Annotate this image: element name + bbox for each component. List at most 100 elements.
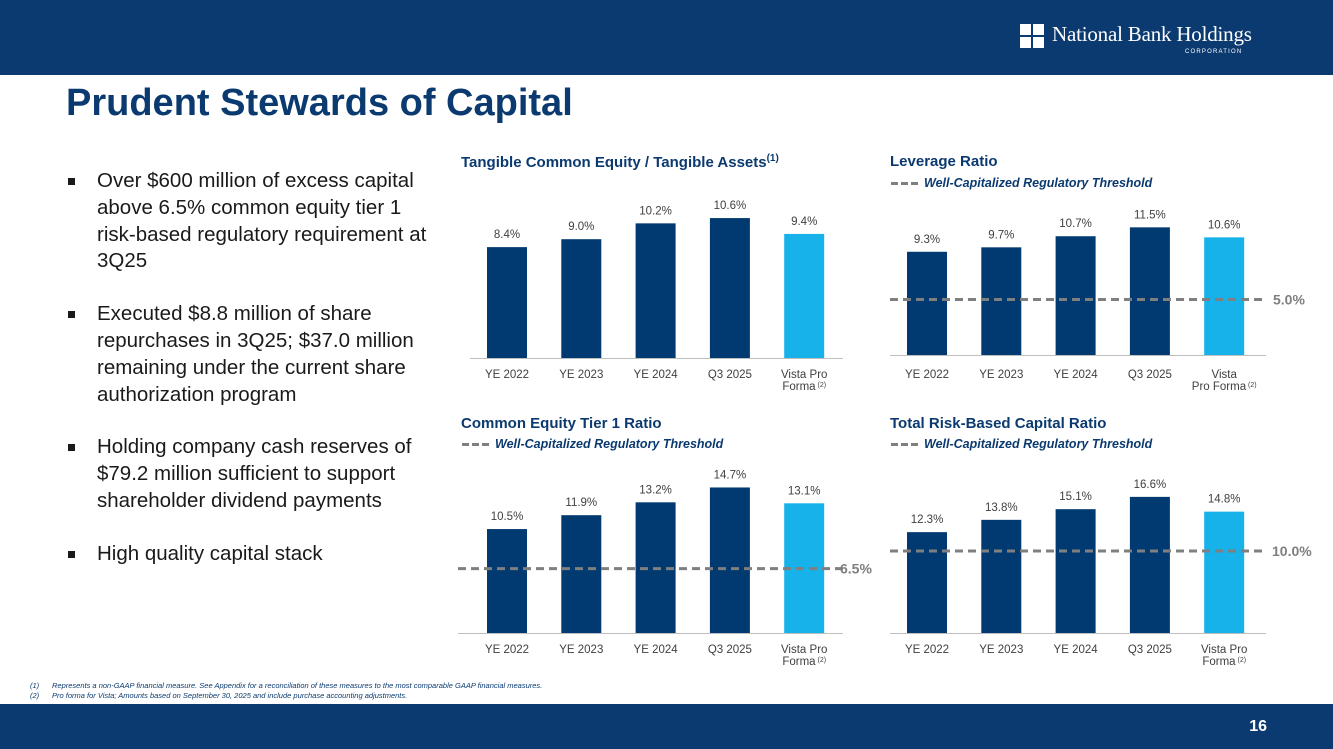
page-number: 16 [1249,718,1267,735]
bullet-square-icon [68,178,75,185]
data-label: 9.3% [914,234,940,246]
category-label: YE 2023 [559,644,603,656]
logo-subtitle: CORPORATION [1185,49,1243,55]
category-label: Vista Pro [1201,644,1247,656]
logo-name: National Bank Holdings [1052,22,1252,46]
category-label: Q3 2025 [1128,644,1172,656]
bar [1204,237,1245,355]
category-label: Forma (2) [1202,656,1246,668]
logo-squares-icon [1020,24,1044,48]
bullet-item: High quality capital stack [66,541,436,568]
threshold-legend-total-rbc: Well-Capitalized Regulatory Threshold [891,437,1152,451]
data-label: 9.4% [791,216,817,228]
bar [907,251,947,355]
bar [709,487,750,633]
category-label: YE 2024 [1054,369,1099,381]
dash-icon [911,182,918,186]
data-label: 13.8% [985,502,1018,514]
dash-icon [891,443,898,447]
bullet-square-icon [68,550,75,558]
category-label: Vista [1212,369,1238,381]
chart-title-total-rbc: Total Risk-Based Capital Ratio [890,415,1107,432]
bullet-list: Over $600 million of excess capital abov… [66,168,436,594]
bar [784,233,825,358]
threshold-legend-cet1: Well-Capitalized Regulatory Threshold [462,437,723,451]
data-label: 11.5% [1134,209,1166,221]
dash-icon [891,182,898,186]
category-label: YE 2024 [634,644,679,656]
data-label: 10.5% [491,511,524,523]
bar [635,223,676,358]
bar [1129,496,1170,633]
bar [1204,511,1245,633]
dash-icon [472,443,479,447]
bullet-text: Over $600 million of excess capital abov… [97,169,427,273]
category-label: Forma (2) [782,656,826,668]
data-label: 12.3% [911,514,944,526]
category-label: Vista Pro [781,644,827,656]
footer-bar: 16 [0,704,1333,749]
category-label: Forma (2) [782,381,826,393]
bullet-item: Executed $8.8 million of share repurchas… [66,301,436,408]
data-label: 14.8% [1208,494,1241,506]
category-label: YE 2023 [559,369,603,381]
bullet-square-icon [68,444,75,452]
bullet-text: Holding company cash reserves of $79.2 m… [97,435,412,512]
category-label: YE 2023 [979,644,1023,656]
dash-icon [911,443,918,447]
bar [709,218,750,358]
bullet-text: Executed $8.8 million of share repurchas… [97,302,414,406]
threshold-label: 5.0% [1273,292,1305,308]
chart-title-leverage: Leverage Ratio [890,153,998,170]
category-label: Vista Pro [781,369,827,381]
category-label: YE 2023 [979,369,1023,381]
data-label: 15.1% [1059,491,1092,503]
bullet-text: High quality capital stack [97,541,323,565]
page-title: Prudent Stewards of Capital [66,82,573,124]
category-label: Q3 2025 [1128,369,1172,381]
dash-icon [482,443,489,447]
chart-title-tce: Tangible Common Equity / Tangible Assets… [461,153,779,171]
dash-icon [901,443,908,447]
data-label: 9.0% [568,221,594,233]
footnote-1: (1) Represents a non-GAAP financial measu… [30,681,543,690]
bar [907,532,947,633]
dash-icon [901,182,908,186]
chart-title-cet1: Common Equity Tier 1 Ratio [461,415,662,432]
data-label: 13.1% [788,485,821,497]
bullet-item: Holding company cash reserves of $79.2 m… [66,434,436,514]
footnotes: (1) Represents a non-GAAP financial measu… [30,681,542,701]
category-label: YE 2022 [905,369,949,381]
footnote-2: (2) Pro forma for Vista; Amounts based on… [30,691,408,700]
bar [1055,236,1096,355]
bar [981,519,1022,633]
bullet-item: Over $600 million of excess capital abov… [66,168,436,275]
data-label: 8.4% [494,229,520,241]
data-label: 10.6% [1208,219,1241,231]
bar [1129,227,1170,355]
data-label: 11.9% [565,497,597,509]
category-label: YE 2024 [1054,644,1099,656]
category-label: Q3 2025 [708,644,752,656]
bar [487,529,527,633]
category-label: YE 2022 [485,369,529,381]
threshold-label: 10.0% [1272,543,1312,559]
data-label: 13.2% [639,484,672,496]
category-label: Pro Forma (2) [1192,381,1257,393]
category-label: YE 2022 [485,644,529,656]
bar [981,247,1022,355]
data-label: 16.6% [1134,479,1167,491]
bar [561,239,602,358]
dash-icon [462,443,469,447]
threshold-legend-leverage: Well-Capitalized Regulatory Threshold [891,176,1152,190]
bar [1055,509,1096,633]
bar [561,515,602,633]
data-label: 10.2% [639,205,672,217]
category-label: Q3 2025 [708,369,752,381]
data-label: 10.7% [1059,218,1092,230]
category-label: YE 2024 [634,369,679,381]
category-label: YE 2022 [905,644,949,656]
data-label: 9.7% [988,229,1014,241]
bullet-square-icon [68,311,75,319]
